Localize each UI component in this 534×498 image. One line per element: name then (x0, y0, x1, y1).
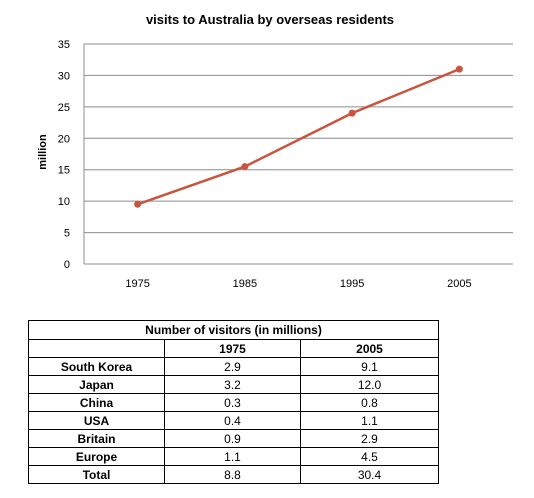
x-tick-labels: 1975 1985 1995 2005 (125, 278, 471, 290)
table-header-empty (28, 339, 165, 358)
data-point (241, 163, 249, 171)
row-label: Total (28, 465, 165, 484)
data-points (134, 65, 463, 208)
cell-1975: 8.8 (164, 465, 301, 484)
cell-1975: 2.9 (164, 357, 301, 376)
series-lines (137, 67, 460, 206)
x-tick-label: 1995 (340, 278, 364, 290)
y-tick-label: 15 (58, 165, 70, 177)
y-tick-labels: 0 5 10 15 20 25 30 35 (58, 39, 70, 271)
table-header-1975: 1975 (164, 339, 301, 358)
cell-1975: 1.1 (164, 447, 301, 466)
y-tick-label: 0 (64, 259, 70, 271)
table-row: China 0.3 0.8 (28, 393, 440, 412)
cell-2005: 0.8 (299, 393, 440, 412)
chart-canvas: visits to Australia by overseas resident… (37, 12, 513, 290)
y-tick-label: 35 (58, 39, 70, 51)
cell-2005: 1.1 (299, 411, 440, 430)
y-tick-label: 20 (58, 133, 70, 145)
line-chart: visits to Australia by overseas resident… (37, 12, 513, 290)
y-tick-label: 30 (58, 70, 70, 82)
row-label: Japan (28, 375, 165, 394)
x-tick-label: 2005 (447, 278, 471, 290)
table-row: USA 0.4 1.1 (28, 411, 440, 430)
x-tick-label: 1985 (233, 278, 257, 290)
table-header-row: 1975 2005 (28, 339, 440, 358)
cell-1975: 0.4 (164, 411, 301, 430)
row-label: Britain (28, 429, 165, 448)
cell-2005: 12.0 (299, 375, 440, 394)
cell-2005: 2.9 (299, 429, 440, 448)
table-header-2005: 2005 (299, 339, 440, 358)
table-row: Europe 1.1 4.5 (28, 447, 440, 466)
data-point (455, 65, 463, 73)
chart-title: visits to Australia by overseas resident… (146, 12, 394, 27)
y-tick-label: 5 (64, 228, 70, 240)
row-label: China (28, 393, 165, 412)
cell-2005: 9.1 (299, 357, 440, 376)
table-row: Japan 3.2 12.0 (28, 375, 440, 394)
table-row: Britain 0.9 2.9 (28, 429, 440, 448)
row-label: Europe (28, 447, 165, 466)
y-axis-label: million (37, 134, 49, 170)
row-label: USA (28, 411, 165, 430)
y-tick-label: 25 (58, 102, 70, 114)
cell-1975: 0.9 (164, 429, 301, 448)
table-caption: Number of visitors (in millions) (27, 320, 440, 340)
cell-1975: 3.2 (164, 375, 301, 394)
data-point (134, 200, 142, 208)
visitors-table: Number of visitors (in millions) 1975 20… (27, 320, 440, 484)
table-caption-row: Number of visitors (in millions) (27, 320, 440, 340)
cell-2005: 30.4 (299, 465, 440, 484)
table-row: South Korea 2.9 9.1 (28, 357, 440, 376)
x-tick-label: 1975 (125, 278, 149, 290)
gridlines (83, 43, 513, 265)
table-row: Total 8.8 30.4 (28, 465, 440, 484)
cell-1975: 0.3 (164, 393, 301, 412)
y-tick-label: 10 (58, 196, 70, 208)
cell-2005: 4.5 (299, 447, 440, 466)
row-label: South Korea (28, 357, 165, 376)
series-line (137, 67, 460, 206)
data-point (348, 109, 356, 117)
